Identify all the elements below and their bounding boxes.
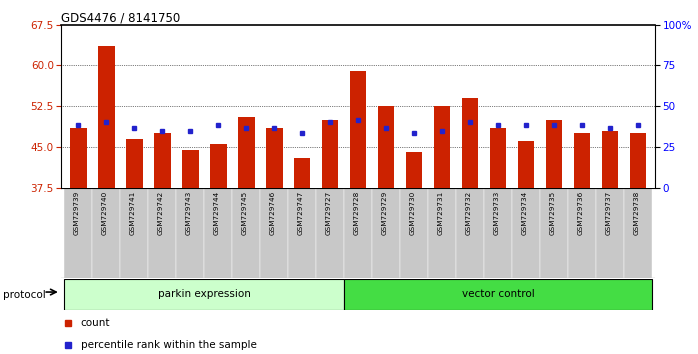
Text: GSM729735: GSM729735	[549, 191, 556, 235]
Bar	[630, 133, 646, 188]
Bar	[204, 188, 232, 278]
Text: GSM729727: GSM729727	[325, 191, 332, 235]
Bar	[512, 188, 540, 278]
Text: GSM729741: GSM729741	[130, 191, 135, 235]
Bar	[70, 128, 87, 188]
Bar	[540, 188, 568, 278]
Bar	[92, 188, 120, 278]
Text: GSM729747: GSM729747	[297, 191, 304, 235]
Bar	[433, 106, 450, 188]
Bar	[574, 133, 591, 188]
Bar	[98, 46, 114, 188]
Bar	[148, 188, 176, 278]
Text: GSM729740: GSM729740	[102, 191, 107, 235]
Bar	[181, 150, 198, 188]
Bar	[344, 279, 652, 310]
Bar	[406, 152, 422, 188]
Bar	[568, 188, 596, 278]
Text: GSM729736: GSM729736	[577, 191, 584, 235]
Text: count: count	[80, 318, 110, 329]
Text: GSM729742: GSM729742	[158, 191, 163, 235]
Bar	[322, 120, 339, 188]
Bar	[344, 188, 372, 278]
Text: GDS4476 / 8141750: GDS4476 / 8141750	[61, 12, 181, 25]
Bar	[456, 188, 484, 278]
Bar	[602, 131, 618, 188]
Text: GSM729738: GSM729738	[633, 191, 639, 235]
Bar	[126, 139, 142, 188]
Bar	[64, 279, 344, 310]
Bar	[294, 158, 311, 188]
Bar	[378, 106, 394, 188]
Text: vector control: vector control	[461, 289, 535, 299]
Bar	[372, 188, 400, 278]
Text: GSM729744: GSM729744	[214, 191, 220, 235]
Bar	[64, 188, 92, 278]
Bar	[596, 188, 624, 278]
Bar	[232, 188, 260, 278]
Bar	[260, 188, 288, 278]
Bar	[518, 142, 535, 188]
Text: percentile rank within the sample: percentile rank within the sample	[80, 339, 256, 350]
Bar	[400, 188, 428, 278]
Text: GSM729728: GSM729728	[353, 191, 359, 235]
Text: GSM729731: GSM729731	[438, 191, 443, 235]
Bar	[484, 188, 512, 278]
Bar	[176, 188, 204, 278]
Bar	[461, 98, 478, 188]
Text: GSM729733: GSM729733	[493, 191, 499, 235]
Bar	[428, 188, 456, 278]
Bar	[209, 144, 227, 188]
Bar	[238, 117, 255, 188]
Bar	[120, 188, 148, 278]
Bar	[316, 188, 344, 278]
Text: GSM729737: GSM729737	[605, 191, 611, 235]
Text: GSM729743: GSM729743	[186, 191, 191, 235]
Bar	[546, 120, 563, 188]
Text: GSM729739: GSM729739	[73, 191, 80, 235]
Text: GSM729734: GSM729734	[521, 191, 528, 235]
Bar	[266, 128, 283, 188]
Text: GSM729730: GSM729730	[410, 191, 415, 235]
Text: GSM729732: GSM729732	[466, 191, 471, 235]
Bar	[489, 128, 506, 188]
Text: GSM729745: GSM729745	[242, 191, 248, 235]
Text: GSM729746: GSM729746	[269, 191, 276, 235]
Bar	[154, 133, 170, 188]
Bar	[624, 188, 652, 278]
Text: parkin expression: parkin expression	[158, 289, 251, 299]
Bar	[350, 71, 366, 188]
Bar	[288, 188, 316, 278]
Text: protocol: protocol	[3, 290, 46, 299]
Text: GSM729729: GSM729729	[382, 191, 387, 235]
